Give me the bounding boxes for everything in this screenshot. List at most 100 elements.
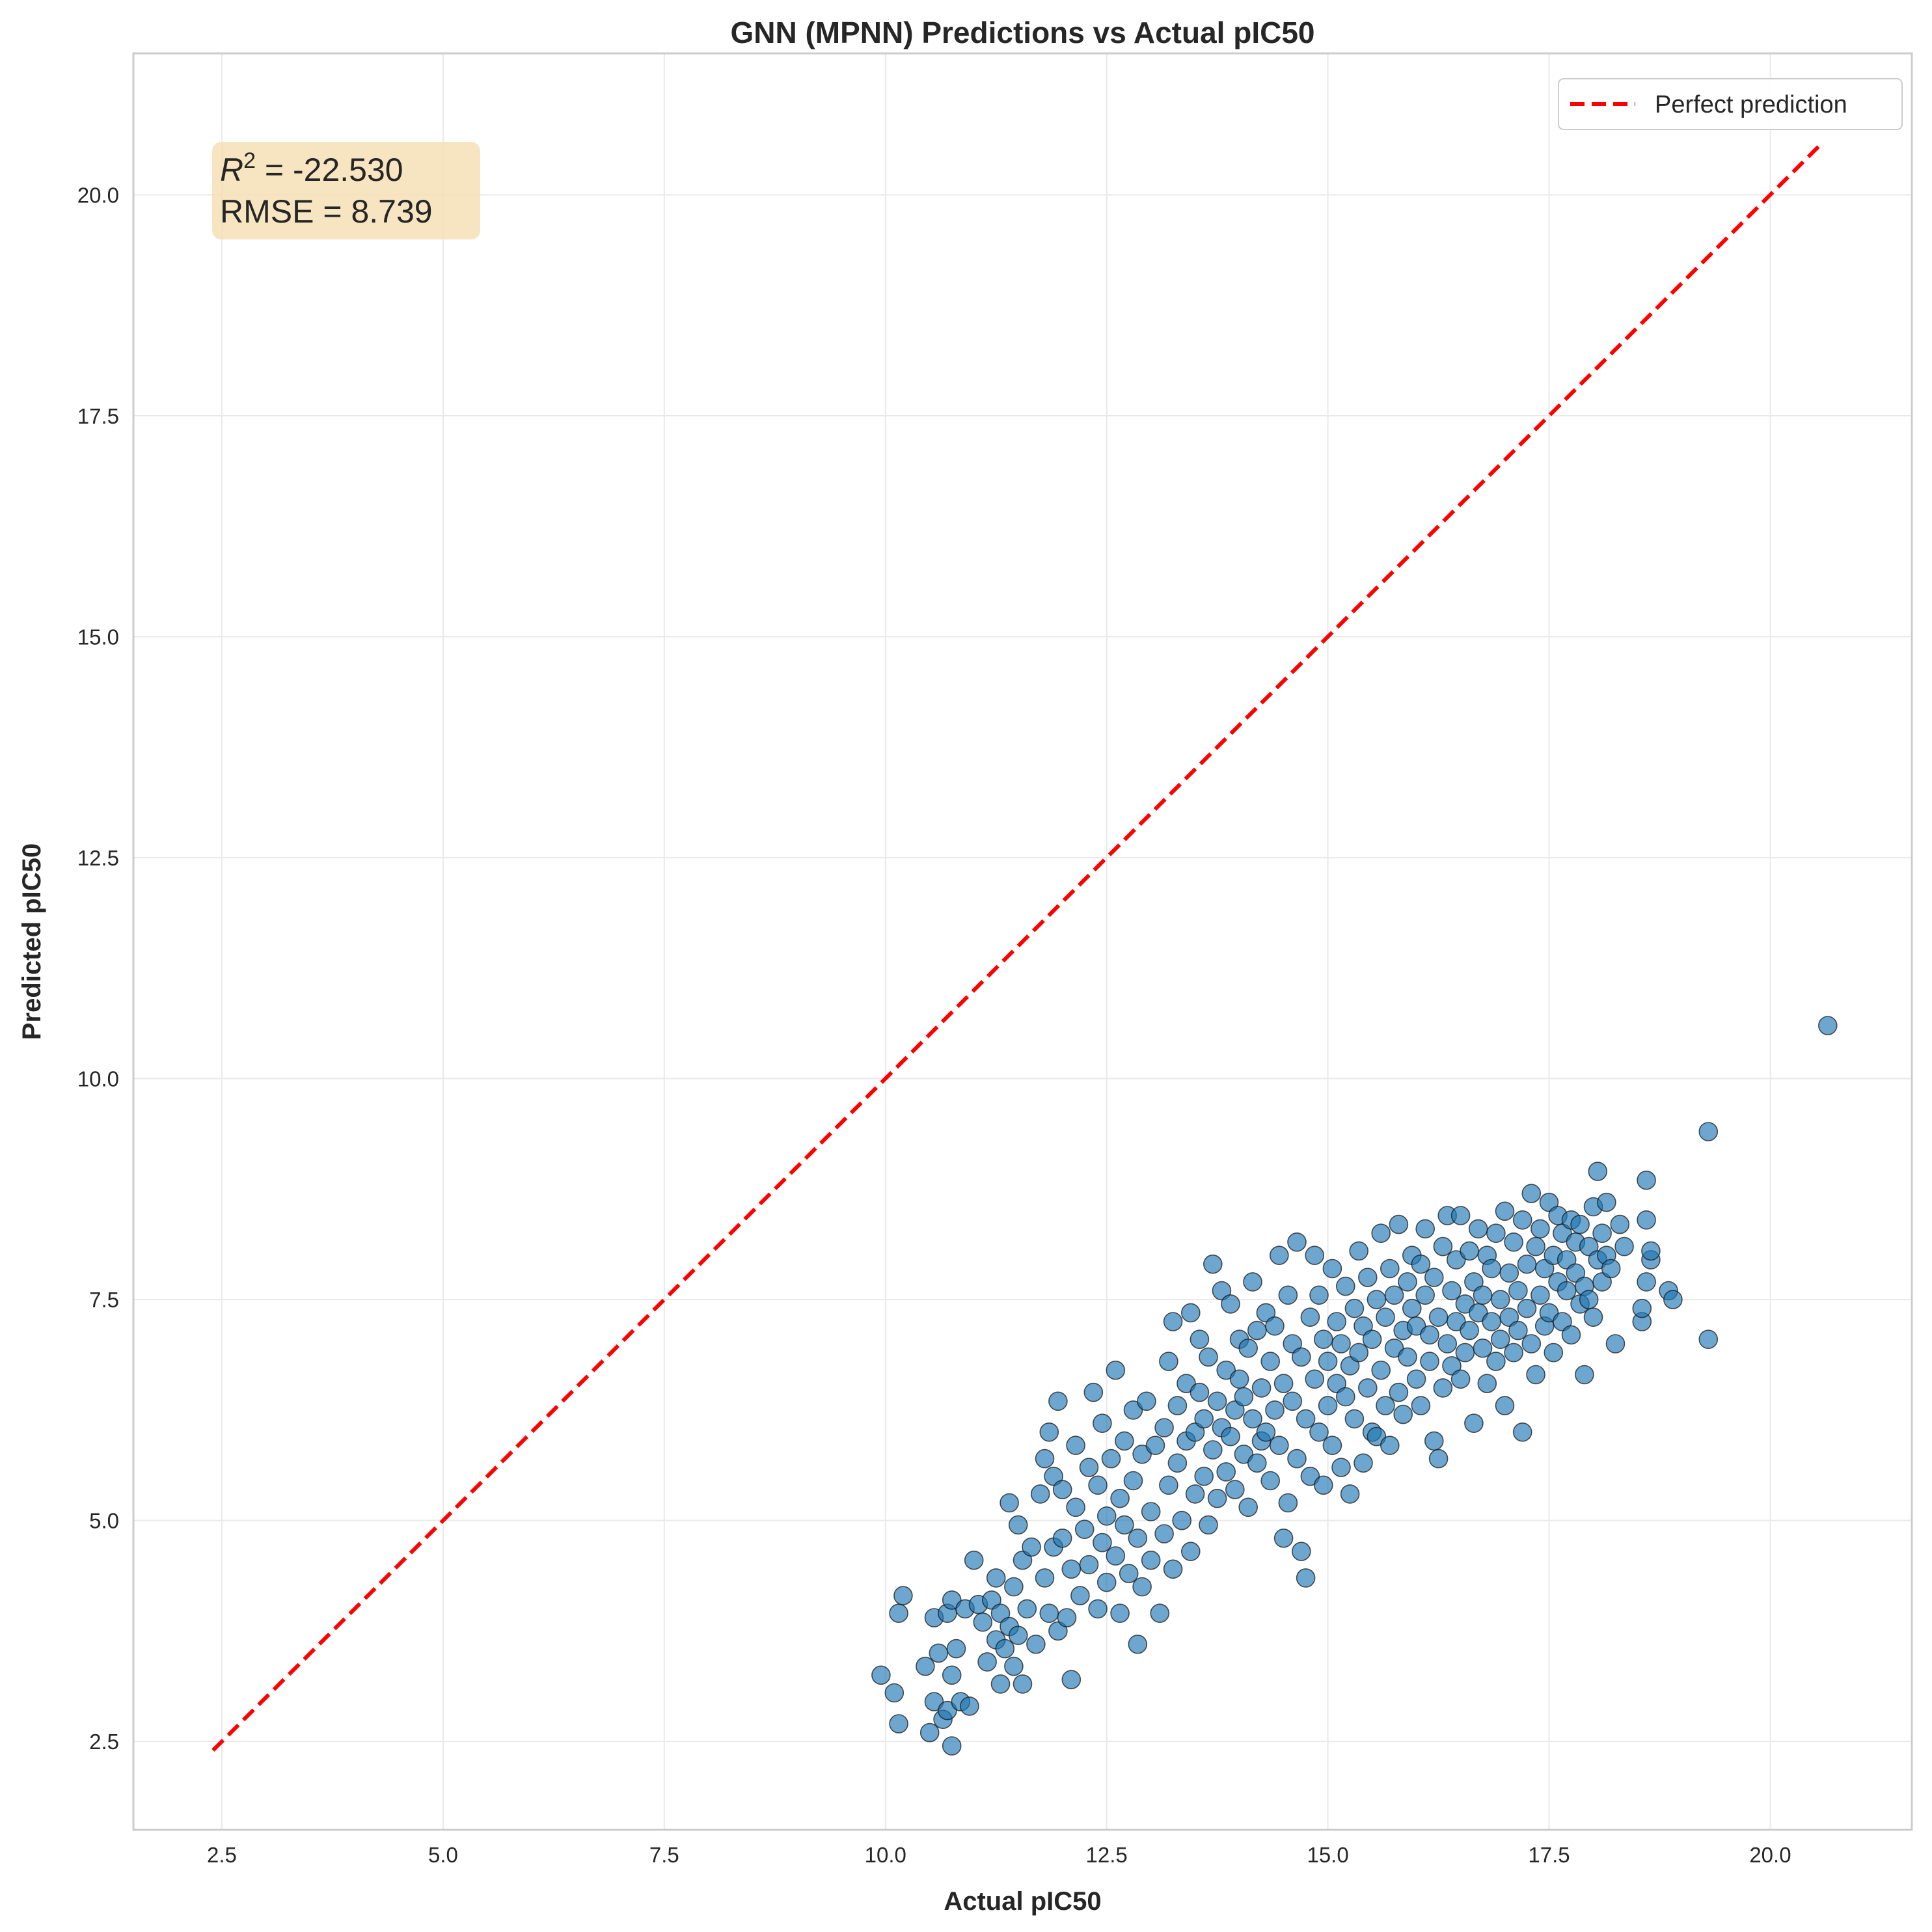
scatter-point (1296, 1568, 1316, 1588)
scatter-point (1172, 1510, 1191, 1531)
scatter-point (1411, 1396, 1431, 1415)
stats-annotation-box (212, 142, 480, 239)
scatter-point (1061, 1559, 1082, 1579)
scatter-point (1376, 1307, 1395, 1327)
scatter-point (1362, 1329, 1382, 1349)
y-tick-label: 10.0 (77, 1067, 119, 1091)
scatter-point (1420, 1352, 1439, 1371)
scatter-point (942, 1590, 962, 1610)
y-tick-label: 7.5 (89, 1288, 119, 1312)
scatter-point (1128, 1635, 1148, 1654)
scatter-point (1106, 1546, 1126, 1566)
scatter-point (889, 1714, 908, 1734)
r2-symbol: R (220, 152, 243, 188)
scatter-point (1553, 1312, 1572, 1331)
scatter-point (1048, 1391, 1068, 1411)
scatter-point (1221, 1426, 1240, 1447)
scatter-point (1013, 1674, 1033, 1694)
scatter-point (1283, 1391, 1302, 1411)
plot-frame (132, 52, 1913, 1831)
scatter-point (893, 1586, 913, 1605)
scatter-point (1115, 1431, 1134, 1451)
scatter-point (1296, 1409, 1316, 1429)
scatter-point (1464, 1272, 1484, 1292)
scatter-point (1663, 1290, 1683, 1309)
scatter-point (1499, 1307, 1519, 1327)
scatter-point (1256, 1303, 1276, 1323)
scatter-point (1110, 1603, 1130, 1623)
scatter-point (1490, 1290, 1510, 1309)
scatter-point (1437, 1334, 1457, 1354)
scatter-point (1265, 1400, 1285, 1420)
scatter-point (1008, 1515, 1028, 1535)
scatter-point (1579, 1236, 1599, 1257)
scatter-point (973, 1612, 993, 1632)
scatter-point (1154, 1418, 1174, 1437)
scatter-point (1247, 1453, 1267, 1473)
scatter-point (1221, 1294, 1240, 1314)
scatter-point (1512, 1422, 1532, 1442)
scatter-point (1052, 1529, 1072, 1548)
scatter-point (1614, 1236, 1634, 1257)
r2-annotation: R2 = -22.530 (220, 148, 403, 188)
scatter-point (1336, 1276, 1355, 1296)
scatter-point (1013, 1550, 1033, 1570)
scatter-point (1265, 1316, 1285, 1336)
scatter-point (1004, 1577, 1024, 1597)
scatter-point (1473, 1285, 1493, 1305)
scatter-point (1389, 1214, 1409, 1234)
scatter-point (1557, 1281, 1577, 1301)
scatter-point (1061, 1670, 1082, 1689)
scatter-point (1066, 1497, 1085, 1517)
scatter-point (1450, 1369, 1471, 1389)
scatter-point (1526, 1236, 1545, 1257)
scatter-point (1447, 1250, 1466, 1270)
scatter-point (1544, 1342, 1564, 1363)
scatter-point (1000, 1493, 1019, 1513)
scatter-point (1128, 1529, 1148, 1548)
x-tick-label: 17.5 (1528, 1843, 1570, 1867)
scatter-point (1428, 1307, 1449, 1327)
scatter-point (1340, 1484, 1360, 1504)
y-tick-label: 20.0 (77, 183, 119, 207)
scatter-point (1402, 1298, 1422, 1318)
scatter-point (1349, 1241, 1368, 1261)
scatter-point (1159, 1352, 1178, 1371)
scatter-point (1137, 1391, 1156, 1411)
scatter-point (1415, 1219, 1435, 1239)
scatter-point (1216, 1360, 1236, 1380)
scatter-point (1287, 1232, 1307, 1252)
scatter-point (1531, 1285, 1550, 1305)
scatter-point (1610, 1214, 1630, 1234)
scatter-point (1283, 1334, 1302, 1354)
scatter-point (916, 1656, 935, 1676)
scatter-point (1305, 1245, 1324, 1265)
y-tick-label: 17.5 (77, 404, 119, 428)
scatter-point (1486, 1352, 1506, 1371)
x-axis-label: Actual pIC50 (944, 1887, 1101, 1916)
scatter-point (1442, 1281, 1462, 1301)
x-tick-label: 20.0 (1749, 1843, 1791, 1867)
scatter-point (1637, 1210, 1656, 1230)
scatter-point (1292, 1347, 1311, 1367)
scatter-point (1194, 1409, 1214, 1429)
scatter-point (1238, 1339, 1258, 1358)
scatter-point (1083, 1382, 1104, 1402)
scatter-point (1327, 1312, 1346, 1331)
scatter-point (1358, 1268, 1378, 1287)
scatter-point (1371, 1223, 1391, 1243)
scatter-point (1185, 1422, 1205, 1442)
scatter-point (1145, 1435, 1165, 1455)
scatter-point (1380, 1435, 1400, 1455)
scatter-point (1096, 1572, 1117, 1592)
scatter-point (1592, 1272, 1612, 1292)
scatter-point (1132, 1445, 1152, 1464)
scatter-point (1601, 1259, 1621, 1279)
scatter-point (1270, 1435, 1289, 1455)
scatter-point (990, 1674, 1011, 1694)
grid (133, 53, 1912, 1830)
scatter-point (1079, 1555, 1099, 1575)
scatter-point (1455, 1342, 1475, 1363)
scatter-point (929, 1643, 949, 1663)
scatter-point (1199, 1347, 1218, 1367)
